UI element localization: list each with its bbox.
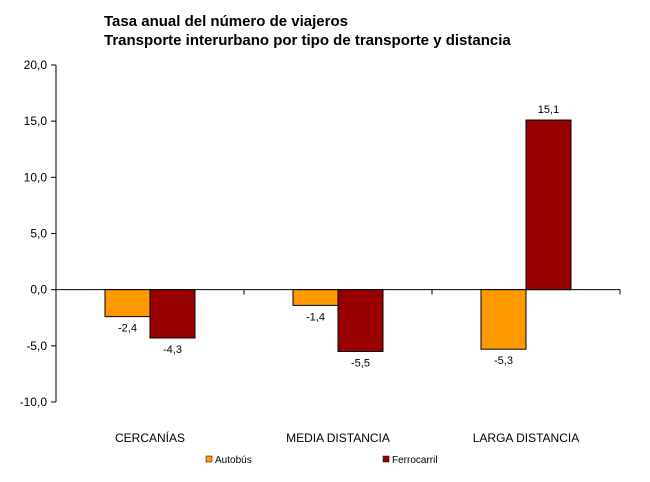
bar-autobs-0 [104,289,151,318]
y-tick-label: 20,0 [24,58,48,72]
x-category-label: MEDIA DISTANCIA [286,431,390,445]
bar-ferrocarril-0 [149,289,196,339]
data-label: -5,5 [351,357,370,369]
chart-title: Tasa anual del número de viajeros [104,13,348,30]
y-tick-label: 15,0 [24,114,48,128]
data-label: -4,3 [163,344,182,356]
y-tick-label: 10,0 [24,170,48,184]
legend-label: Autobús [215,455,252,466]
y-tick-label: -5,0 [26,339,47,353]
y-tick-label: 0,0 [30,283,47,297]
bar-ferrocarril-2 [525,119,572,291]
x-category-label: LARGA DISTANCIA [473,431,579,445]
y-tick-label: 5,0 [30,227,47,241]
y-tick-label: -10,0 [20,395,48,409]
x-category-label: CERCANÍAS [115,430,185,445]
bar-autobs-1 [292,289,339,306]
chart-subtitle: Transporte interurbano por tipo de trans… [104,32,511,49]
legend-swatch [382,455,390,463]
bar-autobs-2 [480,289,527,350]
data-label: 15,1 [538,104,559,116]
legend-label: Ferrocarril [392,455,438,466]
data-label: -1,4 [306,311,325,323]
data-label: -2,4 [118,323,137,335]
legend-swatch [205,455,213,463]
bar-ferrocarril-1 [337,289,384,352]
data-label: -5,3 [494,355,513,367]
